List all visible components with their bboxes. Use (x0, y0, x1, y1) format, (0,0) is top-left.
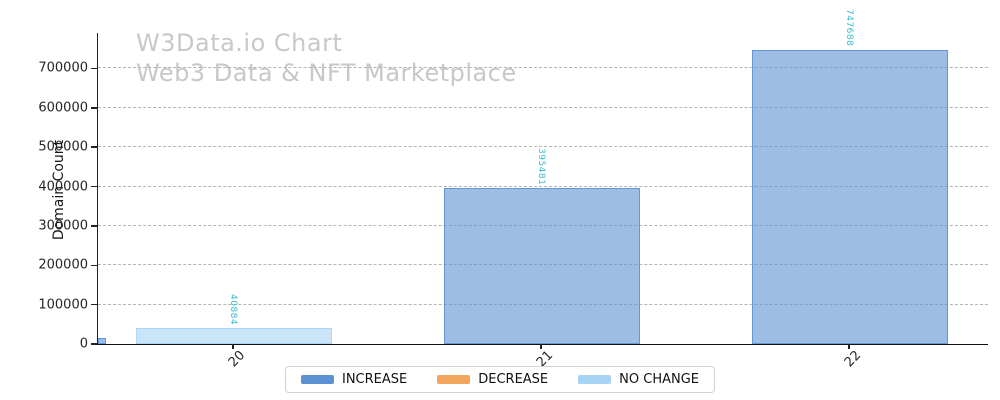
y-tick-label: 600000 (38, 100, 88, 116)
plot-area: 40884 395481 747688 (97, 9, 988, 345)
x-tick-mark (540, 344, 542, 349)
legend-label: NO CHANGE (619, 372, 700, 387)
gridline (98, 106, 988, 108)
y-tick-mark (91, 343, 97, 345)
legend-swatch (578, 375, 612, 384)
y-tick-label: 200000 (38, 257, 88, 273)
gridline (98, 185, 988, 187)
x-tick-label: 20 (226, 348, 249, 371)
bar-value-label: 747688 (844, 9, 854, 47)
x-tick-label: 22 (842, 348, 865, 371)
y-tick-label: 100000 (38, 297, 88, 313)
partial-edge-bar (98, 338, 106, 344)
y-tick-mark (91, 303, 97, 306)
gridline (98, 67, 988, 69)
legend-label: DECREASE (478, 372, 549, 387)
y-tick-mark (91, 146, 97, 148)
bar-value-label: 395481 (536, 147, 546, 186)
x-tick-mark (232, 344, 234, 349)
y-tick-mark (91, 225, 97, 227)
legend-entry: NO CHANGE (578, 372, 699, 387)
legend: INCREASE DECREASE NO CHANGE (284, 366, 716, 393)
legend-entry: DECREASE (437, 372, 548, 387)
chart-subtitle: Web3 Data & NFT Marketplace (136, 59, 517, 87)
legend-entry: INCREASE (300, 372, 408, 387)
bar (752, 49, 948, 344)
y-tick-label: 300000 (38, 218, 88, 234)
y-tick-label: 0 (79, 336, 88, 352)
y-tick-mark (91, 264, 97, 267)
y-tick-mark (91, 185, 97, 188)
bar (444, 188, 640, 344)
bar (136, 327, 332, 344)
y-tick-label: 500000 (38, 139, 88, 155)
x-tick-mark (848, 344, 850, 349)
y-tick-label: 400000 (38, 179, 88, 195)
chart-watermark: W3Data.io Chart Web3 Data & NFT Marketpl… (136, 28, 517, 88)
y-tick-label: 700000 (38, 60, 88, 76)
legend-label: INCREASE (341, 372, 408, 387)
legend-swatch (300, 375, 334, 384)
gridline (98, 146, 988, 148)
y-tick-mark (91, 107, 97, 109)
bar-value-label: 40884 (228, 293, 238, 325)
legend-swatch (437, 375, 471, 384)
chart-title: W3Data.io Chart (136, 29, 343, 57)
y-tick-mark (91, 67, 97, 70)
